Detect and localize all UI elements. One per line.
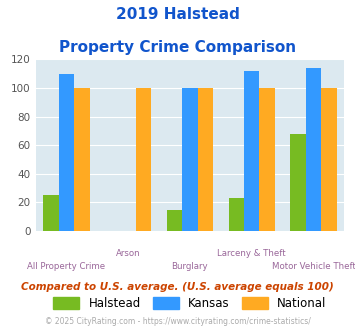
Text: All Property Crime: All Property Crime xyxy=(27,262,105,271)
Bar xyxy=(290,134,306,231)
Bar xyxy=(167,210,182,231)
Text: © 2025 CityRating.com - https://www.cityrating.com/crime-statistics/: © 2025 CityRating.com - https://www.city… xyxy=(45,317,310,326)
Bar xyxy=(136,88,151,231)
Bar xyxy=(260,88,275,231)
Bar xyxy=(306,68,321,231)
Text: Larceny & Theft: Larceny & Theft xyxy=(217,249,286,258)
Bar xyxy=(244,71,260,231)
Legend: Halstead, Kansas, National: Halstead, Kansas, National xyxy=(53,297,327,310)
Text: Arson: Arson xyxy=(116,249,141,258)
Bar xyxy=(74,88,89,231)
Bar xyxy=(229,198,244,231)
Text: 2019 Halstead: 2019 Halstead xyxy=(116,7,239,21)
Text: Burglary: Burglary xyxy=(171,262,208,271)
Bar xyxy=(43,195,59,231)
Bar xyxy=(59,74,74,231)
Bar xyxy=(182,88,198,231)
Text: Motor Vehicle Theft: Motor Vehicle Theft xyxy=(272,262,355,271)
Bar xyxy=(198,88,213,231)
Text: Property Crime Comparison: Property Crime Comparison xyxy=(59,40,296,54)
Bar xyxy=(321,88,337,231)
Text: Compared to U.S. average. (U.S. average equals 100): Compared to U.S. average. (U.S. average … xyxy=(21,282,334,292)
